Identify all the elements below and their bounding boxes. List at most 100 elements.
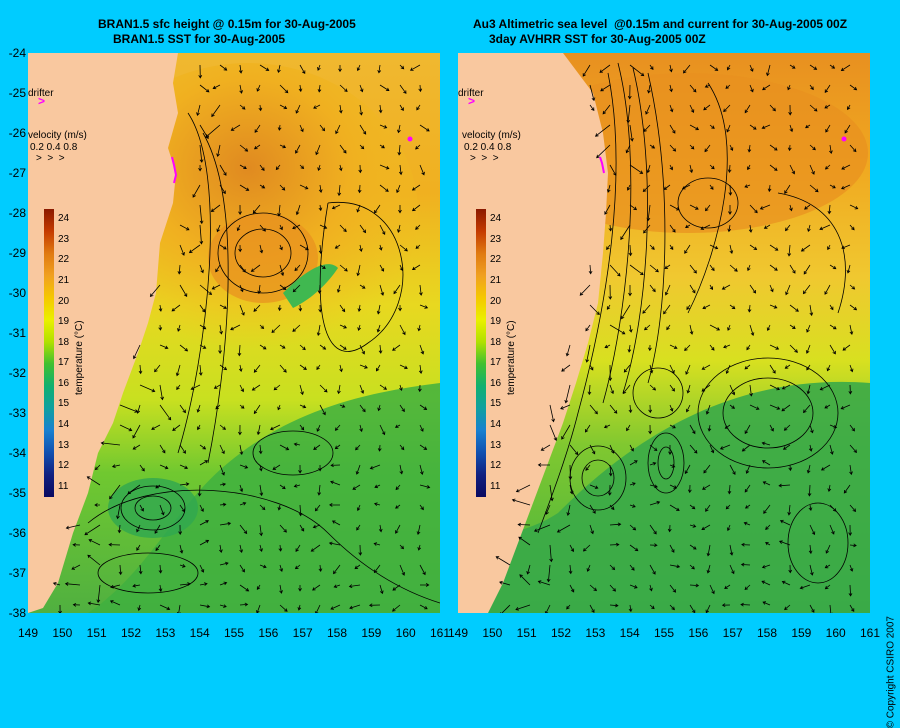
right-velocity-arrows bbox=[495, 64, 859, 613]
latitude-tick-label: -30 bbox=[8, 286, 26, 300]
right-title-line1: Au3 Altimetric sea level @0.15m and curr… bbox=[473, 17, 848, 31]
longitude-tick-label: 151 bbox=[86, 626, 107, 640]
longitude-tick-label: 157 bbox=[292, 626, 313, 640]
longitude-tick-label: 149 bbox=[17, 626, 39, 640]
left-map-panel[interactable]: drifter > velocity (m/s) 0.2 0.4 0.8 > >… bbox=[28, 53, 440, 613]
longitude-tick-label: 150 bbox=[482, 626, 503, 640]
colorbar-tick-label: 21 bbox=[490, 275, 502, 286]
left-cool-water bbox=[88, 383, 440, 613]
right-land bbox=[458, 53, 608, 613]
longitude-tick-label: 153 bbox=[585, 626, 606, 640]
left-drifter-marker bbox=[407, 136, 413, 142]
colorbar-tick-label: 17 bbox=[58, 357, 70, 369]
right-velocity-arrows-legend: > > > bbox=[470, 153, 499, 164]
right-contours bbox=[537, 62, 849, 584]
longitude-tick-label: 152 bbox=[120, 626, 142, 640]
longitude-tick-label: 152 bbox=[550, 626, 572, 640]
longitude-tick-label: 149 bbox=[447, 626, 469, 640]
colorbar-tick-label: 24 bbox=[490, 213, 502, 225]
colorbar-tick-label: 18 bbox=[58, 336, 70, 348]
longitude-tick-label: 155 bbox=[223, 626, 245, 640]
colorbar-tick-label: 13 bbox=[58, 439, 70, 451]
left-velocity-arrows bbox=[52, 64, 431, 613]
latitude-tick-label: -27 bbox=[8, 166, 26, 180]
left-velocity-label: velocity (m/s) bbox=[28, 130, 87, 141]
copyright: © Copyright CSIRO 2007 bbox=[885, 616, 896, 728]
longitude-tick-label: 159 bbox=[361, 626, 382, 640]
right-drifter-marker bbox=[841, 136, 847, 142]
latitude-tick-label: -34 bbox=[8, 446, 26, 460]
colorbar-tick-label: 17 bbox=[490, 357, 502, 369]
left-contours bbox=[87, 112, 440, 604]
left-land bbox=[28, 53, 178, 613]
latitude-tick-label: -29 bbox=[8, 246, 26, 260]
right-drifter-symbol: > bbox=[468, 94, 476, 108]
longitude-tick-label: 160 bbox=[395, 626, 416, 640]
colorbar-tick-label: 15 bbox=[58, 398, 70, 410]
longitude-tick-label: 154 bbox=[619, 626, 640, 640]
colorbar-tick-label: 20 bbox=[490, 295, 502, 307]
left-cool-filament bbox=[283, 264, 338, 308]
colorbar-tick-label: 22 bbox=[58, 254, 70, 266]
left-drifter-label: drifter bbox=[28, 88, 54, 99]
latitude-tick-label: -25 bbox=[8, 86, 26, 100]
colorbar-tick-label: 14 bbox=[490, 419, 502, 430]
right-colorbar-unit: temperature (°C) bbox=[506, 320, 517, 395]
left-colorbar-unit: temperature (°C) bbox=[74, 320, 85, 395]
longitude-tick-label: 161 bbox=[859, 626, 881, 640]
colorbar-tick-label: 16 bbox=[58, 377, 70, 389]
latitude-tick-label: -24 bbox=[8, 46, 26, 60]
colorbar-tick-label: 11 bbox=[58, 480, 69, 492]
latitude-tick-label: -32 bbox=[8, 366, 26, 380]
colorbar-tick-label: 15 bbox=[490, 398, 502, 410]
latitude-tick-label: -33 bbox=[8, 406, 26, 420]
latitude-tick-label: -35 bbox=[8, 486, 26, 500]
longitude-tick-label: 156 bbox=[688, 626, 709, 640]
colorbar-tick-label: 22 bbox=[490, 254, 502, 266]
longitude-tick-label: 150 bbox=[52, 626, 73, 640]
latitude-tick-label: -38 bbox=[8, 606, 26, 620]
colorbar-tick-label: 12 bbox=[490, 460, 502, 472]
left-velocity-scale: 0.2 0.4 0.8 bbox=[30, 142, 78, 153]
longitude-tick-label: 160 bbox=[825, 626, 846, 640]
latitude-tick-label: -26 bbox=[8, 126, 26, 140]
longitude-tick-label: 151 bbox=[516, 626, 537, 640]
colorbar-tick-label: 13 bbox=[490, 439, 502, 451]
right-map-panel[interactable]: drifter > velocity (m/s) 0.2 0.4 0.8 > >… bbox=[458, 53, 870, 613]
longitude-tick-label: 156 bbox=[258, 626, 279, 640]
left-title-line2: BRAN1.5 SST for 30-Aug-2005 bbox=[113, 32, 286, 46]
longitude-tick-label: 159 bbox=[791, 626, 812, 640]
latitude-tick-label: -28 bbox=[8, 206, 26, 220]
colorbar-tick-label: 14 bbox=[58, 419, 70, 430]
left-map-svg bbox=[28, 53, 440, 613]
longitude-tick-label: 157 bbox=[722, 626, 743, 640]
right-cool-water bbox=[458, 381, 870, 613]
longitude-tick-label: 155 bbox=[653, 626, 675, 640]
colorbar-tick-label: 23 bbox=[490, 233, 502, 245]
colorbar-tick-label: 11 bbox=[490, 480, 501, 492]
colorbar-tick-label: 20 bbox=[58, 295, 70, 307]
longitude-tick-label: 153 bbox=[155, 626, 176, 640]
left-cool-eddy bbox=[108, 478, 198, 538]
left-drifter-track bbox=[171, 156, 178, 184]
left-velocity-arrows-legend: > > > bbox=[36, 153, 65, 164]
latitude-tick-label: -37 bbox=[8, 566, 26, 580]
latitude-tick-label: -36 bbox=[8, 526, 26, 540]
right-velocity-scale: 0.2 0.4 0.8 bbox=[464, 142, 512, 153]
colorbar-tick-label: 19 bbox=[58, 316, 70, 328]
colorbar-tick-label: 24 bbox=[58, 213, 70, 225]
right-colorbar bbox=[476, 209, 486, 497]
left-drifter-symbol: > bbox=[38, 94, 46, 108]
right-drifter-track bbox=[599, 156, 605, 174]
right-title-line2: 3day AVHRR SST for 30-Aug-2005 00Z bbox=[489, 32, 706, 46]
colorbar-tick-label: 16 bbox=[490, 377, 502, 389]
left-warm-eddy bbox=[208, 213, 318, 303]
right-map-svg bbox=[458, 53, 870, 613]
right-velocity-label: velocity (m/s) bbox=[462, 130, 521, 141]
colorbar-tick-label: 21 bbox=[58, 275, 70, 286]
colorbar-tick-label: 12 bbox=[58, 460, 70, 472]
longitude-tick-label: 154 bbox=[189, 626, 210, 640]
colorbar-tick-label: 23 bbox=[58, 233, 70, 245]
left-title-line1: BRAN1.5 sfc height @ 0.15m for 30-Aug-20… bbox=[98, 17, 356, 31]
longitude-tick-label: 158 bbox=[756, 626, 778, 640]
